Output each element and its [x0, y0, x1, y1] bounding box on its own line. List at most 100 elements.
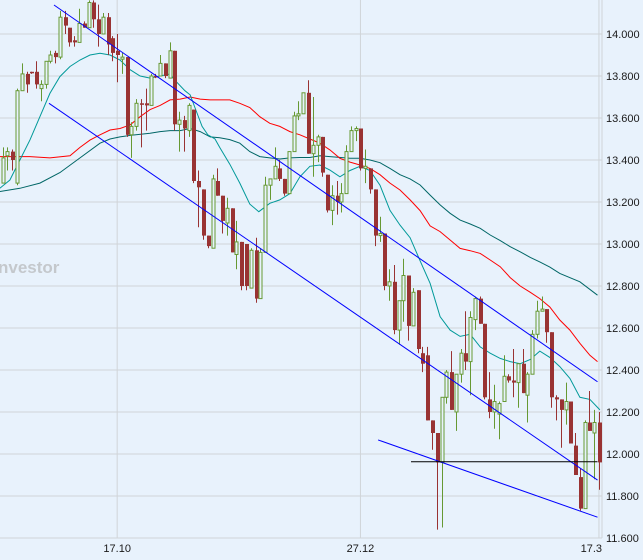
candle-body — [588, 422, 592, 431]
y-tick-label: 12.200 — [606, 407, 640, 419]
candle-down — [183, 115, 187, 152]
candle-down — [35, 61, 39, 89]
candle-up — [411, 288, 416, 327]
candle-body — [207, 235, 211, 247]
candle-down — [321, 136, 325, 177]
x-tick-label: 17.3 — [581, 543, 602, 555]
candle-body — [258, 251, 263, 300]
candle-body — [168, 50, 173, 79]
candle-body — [145, 103, 149, 106]
candle-down — [173, 50, 177, 131]
candle-body — [507, 376, 511, 381]
candle-down — [464, 311, 468, 370]
candle-body — [450, 372, 454, 410]
candle-body — [555, 397, 559, 400]
candle-down — [588, 391, 592, 431]
candle-body — [225, 207, 230, 224]
candle-body — [149, 75, 154, 106]
candle-up — [39, 80, 44, 102]
candle-body — [492, 401, 497, 413]
candle-body — [296, 113, 301, 117]
candle-body — [177, 119, 182, 125]
candle-body — [107, 17, 111, 45]
candle-down — [512, 349, 516, 398]
candle-body — [339, 193, 344, 203]
candle-body — [164, 63, 168, 76]
candle-down — [54, 50, 58, 64]
candle-down — [507, 374, 511, 383]
candle-down — [278, 160, 282, 181]
candle-up — [134, 99, 139, 131]
candle-body — [44, 60, 49, 85]
candle-up — [397, 300, 402, 345]
candle-down — [326, 174, 330, 213]
candle-body — [374, 189, 378, 236]
trend-lines — [48, 4, 598, 518]
candle-body — [26, 73, 30, 85]
candle-up — [77, 8, 82, 43]
candle-up — [1, 147, 6, 184]
candle-body — [221, 195, 225, 221]
candle-body — [255, 250, 259, 299]
candle-down — [202, 189, 206, 240]
candle-down — [231, 208, 235, 253]
candle-up — [211, 174, 216, 249]
candle-down — [68, 27, 72, 47]
candle-body — [369, 168, 373, 190]
candle-body — [535, 310, 540, 335]
candle-body — [426, 355, 430, 421]
candle-down — [560, 399, 564, 448]
candle-down — [245, 244, 249, 291]
candle-body — [273, 165, 278, 180]
candle-down — [369, 168, 373, 194]
candle-up — [101, 13, 106, 35]
candle-up — [87, 0, 92, 29]
candle-body — [197, 181, 201, 188]
grid — [0, 0, 603, 539]
candle-down — [436, 433, 440, 530]
candle-body — [431, 420, 435, 433]
candle-body — [216, 181, 220, 196]
candle-body — [574, 445, 578, 475]
candle-up — [234, 220, 239, 270]
candle-body — [444, 371, 449, 398]
candle-down — [483, 323, 487, 400]
candle-up — [177, 111, 182, 152]
candle-body — [502, 375, 507, 402]
candle-body — [211, 178, 216, 249]
candle-down — [92, 0, 96, 28]
candle-body — [5, 151, 10, 157]
candle-down — [73, 36, 77, 47]
y-tick-label: 12.400 — [606, 365, 640, 377]
candle-up — [268, 178, 273, 200]
candle-body — [129, 125, 134, 136]
candle-down — [26, 71, 30, 93]
candle-up — [330, 185, 335, 226]
candle-body — [187, 104, 192, 132]
candle-body — [516, 363, 521, 384]
candle-down — [393, 265, 397, 335]
candle-body — [497, 403, 502, 415]
candle-up — [149, 73, 154, 106]
candle-up — [301, 92, 306, 115]
candle-body — [411, 291, 416, 327]
y-axis: 11.600 11.800 12.000 12.200 12.400 12.600 12.8… — [606, 29, 640, 545]
candle-body — [598, 422, 602, 463]
candle-body — [545, 309, 549, 333]
candle-body — [116, 50, 120, 55]
candle-body — [512, 380, 516, 383]
candle-up — [344, 145, 349, 195]
candle-up — [296, 101, 301, 121]
candle-down — [431, 420, 435, 450]
candle-up — [339, 183, 344, 213]
y-tick-label: 12.600 — [606, 323, 640, 335]
candle-down — [574, 433, 578, 475]
candle-up — [378, 216, 383, 242]
candle-down — [197, 170, 201, 228]
candle-body — [354, 128, 359, 132]
watermark: nvestor — [0, 258, 60, 277]
candle-body — [87, 2, 92, 29]
plot-area — [0, 0, 602, 538]
candle-up — [263, 176, 268, 253]
candle-body — [307, 92, 311, 154]
